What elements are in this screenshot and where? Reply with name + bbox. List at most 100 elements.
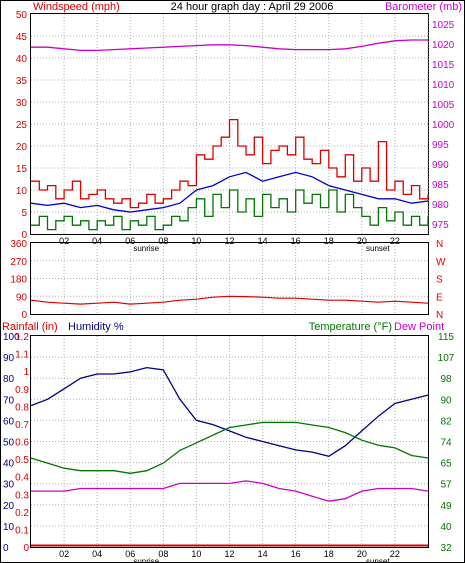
- x-tick-label: 10: [191, 549, 201, 559]
- rainfall-tick-label: 0: [23, 543, 29, 554]
- windspeed-tick-label: 50: [16, 10, 28, 21]
- barometer-tick-label: 990: [432, 160, 449, 171]
- x-tick-label: 16: [291, 236, 301, 246]
- windspeed-tick-label: 20: [16, 142, 28, 153]
- barometer-tick-label: 1010: [432, 80, 455, 91]
- x-tick-label: 12: [224, 236, 234, 246]
- x-tick-label: 10: [191, 236, 201, 246]
- panel1-series: [30, 39, 429, 231]
- barometer-tick-label: 1005: [432, 100, 455, 111]
- direction-tick-label: 90: [16, 292, 28, 303]
- series-temperature: [30, 421, 429, 474]
- series-lull: [31, 189, 429, 231]
- annotation-sunrise: sunrise: [133, 557, 159, 563]
- series-humidity: [30, 366, 429, 457]
- barometer-tick-label: 985: [432, 180, 449, 191]
- humidity-tick-label: 50: [3, 438, 15, 449]
- direction-tick-label: 270: [10, 257, 27, 268]
- panel3-frame: [30, 335, 429, 548]
- compass-label: W: [436, 257, 446, 268]
- x-tick-label: 22: [390, 236, 400, 246]
- direction-tick-label: 360: [10, 239, 27, 250]
- direction-tick-label: 180: [10, 275, 27, 286]
- compass-label: S: [436, 275, 443, 286]
- windspeed-tick-label: 45: [16, 32, 28, 43]
- x-tick-label: 04: [92, 236, 102, 246]
- temperature-tick-label: 115: [438, 332, 454, 343]
- x-tick-label: 18: [324, 236, 334, 246]
- x-tick-label: 16: [291, 549, 301, 559]
- barometer-tick-label: 980: [432, 200, 449, 211]
- rainfall-tick-label: 0.1: [15, 525, 29, 536]
- x-tick-label: 20: [357, 549, 367, 559]
- x-tick-label: 06: [125, 236, 135, 246]
- rainfall-tick-label: 0.5: [15, 455, 29, 466]
- x-tick-label: 02: [59, 236, 69, 246]
- barometer-axis-label: Barometer (mb): [385, 1, 462, 13]
- x-tick-label: 18: [324, 549, 334, 559]
- temperature-axis-label: Temperature (°F): [309, 321, 392, 333]
- humidity-tick-label: 40: [3, 459, 15, 470]
- rainfall-tick-label: 0.3: [15, 490, 29, 501]
- humidity-tick-label: 70: [3, 395, 15, 406]
- windspeed-tick-label: 15: [16, 164, 28, 175]
- rainfall-tick-label: 1.2: [15, 332, 29, 343]
- compass-label: E: [436, 292, 443, 303]
- annotation-sunset: sunset: [366, 244, 390, 253]
- windspeed-tick-label: 35: [16, 76, 28, 87]
- panel2-series: [30, 295, 429, 305]
- barometer-tick-label: 975: [432, 220, 449, 231]
- rainfall-tick-label: 1: [23, 367, 29, 378]
- rainfall-tick-label: 0.7: [15, 420, 29, 431]
- temperature-tick-label: 74: [440, 438, 452, 449]
- temperature-tick-label: 57: [440, 480, 452, 491]
- humidity-tick-label: 20: [3, 501, 15, 512]
- x-tick-label: 14: [258, 549, 268, 559]
- humidity-tick-label: 10: [3, 522, 15, 533]
- windspeed-axis-label: Windspeed (mph): [33, 1, 120, 13]
- barometer-tick-label: 1025: [432, 20, 455, 31]
- x-tick-label: 22: [390, 549, 400, 559]
- chart-title: 24 hour graph day : April 29 2006: [171, 1, 334, 13]
- series-average: [30, 171, 429, 213]
- temperature-tick-label: 82: [440, 416, 452, 427]
- rainfall-tick-label: 0.4: [15, 473, 29, 484]
- barometer-tick-label: 1015: [432, 60, 455, 71]
- panel1-frame: [30, 13, 429, 235]
- x-tick-label: 08: [158, 549, 168, 559]
- humidity-tick-label: 0: [3, 543, 9, 554]
- direction-tick-label: 0: [21, 310, 27, 321]
- temperature-tick-label: 98: [440, 374, 452, 385]
- humidity-tick-label: 100: [3, 332, 20, 343]
- temperature-tick-label: 49: [440, 501, 452, 512]
- x-tick-label: 08: [158, 236, 168, 246]
- annotation-sunset: sunset: [366, 557, 390, 563]
- windspeed-tick-label: 0: [21, 230, 27, 241]
- rainfall-tick-label: 1.1: [15, 350, 29, 361]
- humidity-tick-label: 90: [3, 353, 15, 364]
- windspeed-tick-label: 30: [16, 98, 28, 109]
- temperature-tick-label: 32: [440, 543, 452, 554]
- humidity-axis-label: Humidity %: [68, 321, 124, 333]
- series-barometer: [31, 39, 428, 52]
- rainfall-tick-label: 0.6: [15, 438, 29, 449]
- panel3-ticks: 0 10 20 30 40 50 60 70 80 90 100 0 0.1 0.2 0.3 0.4 0.5 0.…: [3, 332, 455, 563]
- x-tick-label: 02: [59, 549, 69, 559]
- temperature-tick-label: 107: [438, 353, 455, 364]
- x-tick-label: 12: [224, 549, 234, 559]
- compass-label: N: [436, 239, 443, 250]
- rainfall-tick-label: 0.2: [15, 508, 29, 519]
- windspeed-tick-label: 10: [16, 186, 28, 197]
- windspeed-tick-label: 5: [21, 208, 27, 219]
- humidity-tick-label: 80: [3, 374, 15, 385]
- annotation-sunrise: sunrise: [133, 244, 159, 253]
- series-wind-direction: [30, 295, 429, 305]
- panel3-series: [30, 366, 429, 547]
- panel2-frame: [30, 242, 429, 315]
- compass-label: N: [436, 310, 443, 321]
- x-tick-label: 04: [92, 549, 102, 559]
